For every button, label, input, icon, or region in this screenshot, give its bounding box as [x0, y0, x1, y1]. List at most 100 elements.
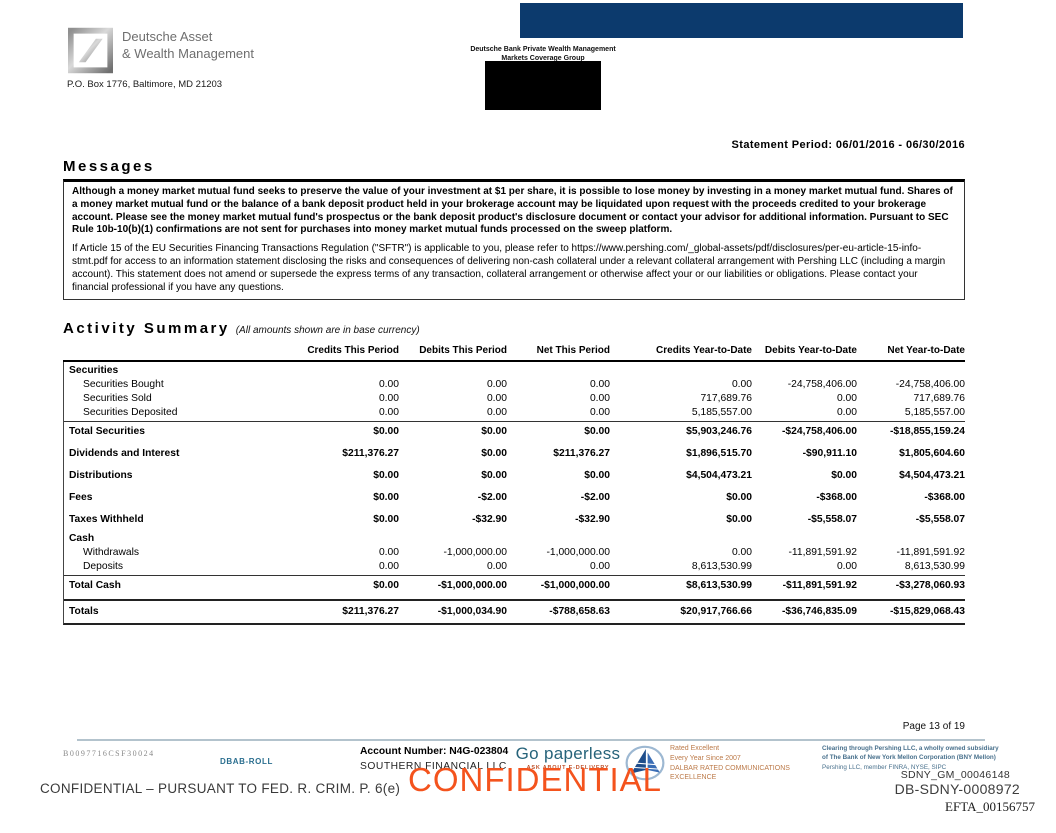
row-label: Securities Deposited [83, 406, 178, 418]
activity-table-body: Securities Securities Bought 0.00 0.00 0.00 0… [63, 362, 965, 625]
activity-summary-subtitle: (All amounts shown are in base currency) [235, 325, 420, 336]
cell-value: -$15,829,068.43 [889, 606, 965, 617]
navy-header-bar [520, 3, 963, 38]
footer-divider [77, 739, 985, 741]
messages-box: Although a money market mutual fund seek… [63, 179, 965, 301]
dept-line2: Markets Coverage Group [501, 55, 585, 63]
cell-value: $0.00 [373, 580, 399, 591]
statement-period: Statement Period: 06/01/2016 - 06/30/201… [731, 139, 965, 151]
cell-value: 5,185,557.00 [691, 406, 752, 418]
cell-value: -$368.00 [816, 491, 857, 503]
cell-value: $0.00 [373, 469, 399, 481]
document-code: B0097716CSF30024 [63, 749, 155, 758]
cell-value: 0.00 [486, 560, 507, 572]
cell-value: $211,376.27 [342, 606, 399, 617]
cell-value: $0.00 [481, 469, 507, 481]
go-paperless-promo: Go paperless ASK ABOUT E-DELIVERY [513, 744, 623, 771]
go-paperless-label: Go paperless [515, 744, 621, 763]
cell-value: 0.00 [486, 392, 507, 404]
cell-value: -$3,278,060.93 [895, 580, 965, 591]
account-number: Account Number: N4G-023804 [360, 746, 509, 757]
dept-line1: Deutsche Bank Private Wealth Management [470, 46, 616, 53]
pershing-line2: of The Bank of New York Mellon Corporati… [822, 754, 996, 762]
account-name: SOUTHERN FINANCIAL LLC [360, 761, 507, 773]
cell-value: 0.00 [731, 378, 752, 390]
cell-value: $20,917,766.66 [680, 606, 752, 617]
messages-title: Messages [63, 158, 155, 175]
brand-name: Deutsche Asset & Wealth Management [122, 29, 254, 63]
cell-value: $0.00 [831, 469, 857, 481]
table-row: Totals $211,376.27 -$1,000,034.90 -$788,658… [64, 599, 965, 623]
cell-value: 0.00 [836, 392, 857, 404]
cell-value: -$1,000,034.90 [437, 606, 507, 617]
table-row: Withdrawals 0.00 -1,000,000.00 -1,000,000.0… [64, 545, 965, 559]
table-row: Securities [64, 362, 965, 377]
cell-value: $0.00 [726, 513, 752, 525]
page-number: Page 13 of 19 [902, 721, 965, 732]
dalbar-logo-icon [624, 744, 666, 782]
go-paperless-sublabel: ASK ABOUT E-DELIVERY [526, 765, 610, 771]
cell-value: $1,805,604.60 [899, 447, 965, 459]
row-label: Distributions [69, 469, 133, 481]
cell-value: -$5,558.07 [915, 513, 965, 525]
table-row: Total Cash $0.00 -$1,000,000.00 -$1,000,000… [64, 575, 965, 596]
bates-stamp-sdny-gm: SDNY_GM_00046148 [900, 769, 1010, 781]
activity-table: Credits This Period Debits This Period N… [63, 342, 965, 625]
cell-value: 8,613,530.99 [691, 560, 752, 572]
cell-value: 0.00 [589, 560, 610, 572]
cell-value: -$24,758,406.00 [781, 426, 857, 437]
cell-value: $0.00 [481, 426, 507, 437]
column-header: Debits This Period [419, 345, 507, 356]
row-label: Withdrawals [83, 546, 140, 558]
brand-line2: & Wealth Management [122, 45, 254, 61]
table-row: Distributions $0.00 $0.00 $0.00 $4,504,473.2… [64, 464, 965, 486]
cell-value: -24,758,406.00 [895, 378, 965, 390]
cell-value: -$2.00 [580, 491, 610, 503]
cell-value: 0.00 [836, 406, 857, 418]
activity-table-header: Credits This Period Debits This Period N… [63, 342, 965, 362]
table-row: Dividends and Interest $211,376.27 $0.00 $2… [64, 442, 965, 464]
row-label: Fees [69, 491, 93, 503]
cell-value: $5,903,246.76 [686, 426, 752, 437]
table-row: Taxes Withheld $0.00 -$32.90 -$32.90 $0.00 -$… [64, 508, 965, 530]
header-spacer [63, 345, 289, 356]
dalbar-line3: DALBAR RATED COMMUNICATIONS [670, 764, 790, 772]
message-paragraph-1: Although a money market mutual fund seek… [72, 186, 953, 236]
message-paragraph-2: If Article 15 of the EU Securities Finan… [72, 243, 946, 293]
row-label: Securities [69, 365, 119, 376]
confidential-watermark: CONFIDENTIAL [408, 761, 663, 798]
cell-value: -11,891,591.92 [896, 546, 965, 558]
row-label: Deposits [83, 560, 124, 572]
activity-summary-section: Activity Summary (All amounts shown are … [63, 320, 965, 625]
cell-value: 8,613,530.99 [904, 560, 965, 572]
cell-value: $0.00 [481, 447, 507, 459]
cell-value: 0.00 [378, 392, 399, 404]
cell-value: $0.00 [726, 491, 752, 503]
cell-value: -$36,746,835.09 [781, 606, 857, 617]
bates-stamp-efta: EFTA_00156757 [945, 799, 1035, 814]
bates-stamp-db-sdny: DB-SDNY-0008972 [894, 781, 1020, 797]
cell-value: -$1,000,000.00 [437, 580, 507, 591]
cell-value: 0.00 [486, 378, 507, 390]
cell-value: -$1,000,000.00 [540, 580, 610, 591]
cell-value: $8,613,530.99 [686, 580, 752, 591]
pershing-line1: Clearing through Pershing LLC, a wholly … [822, 745, 999, 752]
cell-value: 0.00 [378, 406, 399, 418]
dalbar-line2: Every Year Since 2007 [670, 754, 741, 762]
pershing-clearing-text: Clearing through Pershing LLC, a wholly … [822, 744, 999, 772]
messages-section: Messages Although a money market mutual … [63, 158, 965, 301]
cell-value: $0.00 [584, 469, 610, 481]
row-label: Total Securities [69, 426, 145, 437]
column-header: Debits Year-to-Date [764, 345, 857, 356]
cell-value: 0.00 [589, 406, 610, 418]
cell-value: 0.00 [378, 546, 399, 558]
dalbar-line4: EXCELLENCE [670, 774, 717, 782]
dalbar-line1: Rated Excellent [670, 745, 720, 752]
table-row: Deposits 0.00 0.00 0.00 8,613,530.99 0.00 8,61… [64, 559, 965, 573]
column-header: Net This Period [536, 345, 610, 356]
row-label: Securities Bought [83, 378, 164, 390]
cell-value: 0.00 [486, 406, 507, 418]
row-label: Securities Sold [83, 392, 152, 404]
cell-value: -$2.00 [477, 491, 507, 503]
table-row: Total Securities $0.00 $0.00 $0.00 $5,903,24… [64, 421, 965, 442]
